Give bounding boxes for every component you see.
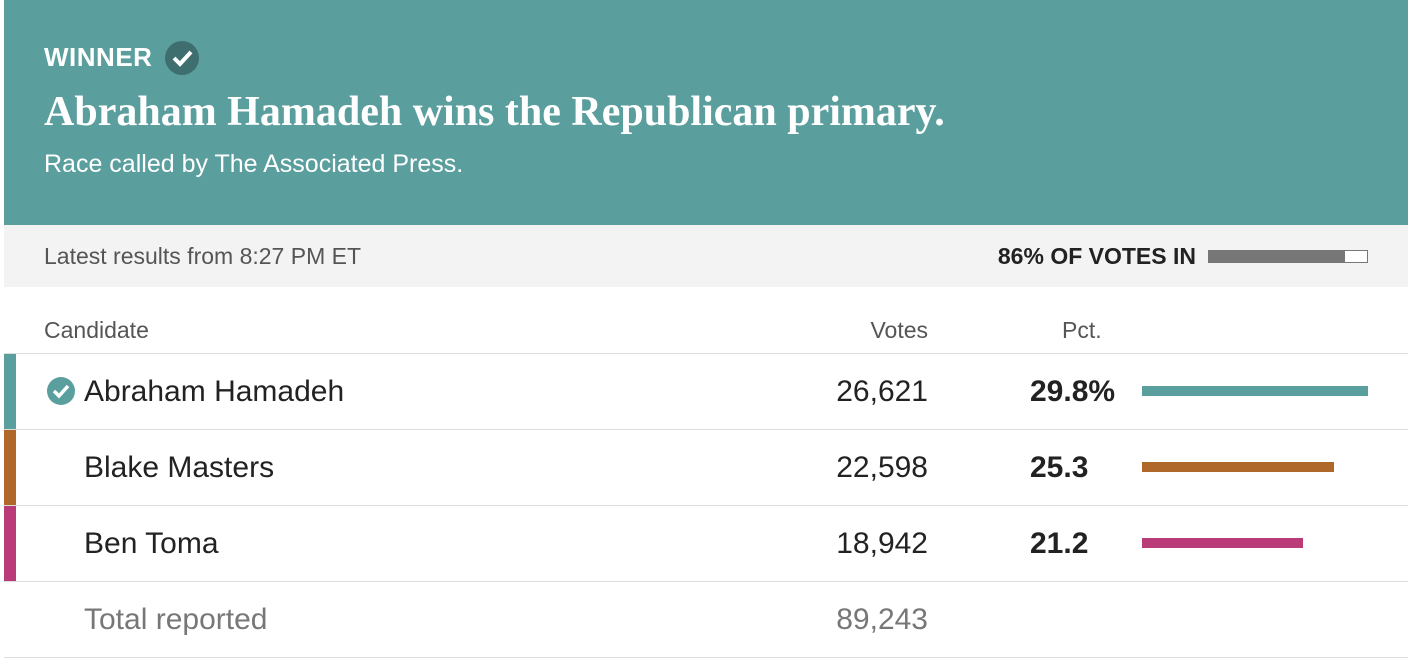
candidate-row: Ben Toma 18,942 21.2 bbox=[4, 506, 1408, 582]
reporting-fill bbox=[1209, 251, 1345, 262]
reporting-track bbox=[1208, 250, 1368, 263]
col-votes: Votes bbox=[870, 317, 928, 343]
winner-check bbox=[47, 377, 75, 405]
votes: 26,621 bbox=[836, 375, 928, 408]
status-bar: Latest results from 8:27 PM ET 86% OF VO… bbox=[4, 225, 1408, 287]
winner-label: WINNER bbox=[44, 42, 153, 72]
col-pct: Pct. bbox=[1062, 317, 1102, 343]
pct: 21.2 bbox=[1030, 527, 1089, 560]
candidate-name: Ben Toma bbox=[84, 527, 219, 560]
winner-banner: WINNER Abraham Hamadeh wins the Republic… bbox=[4, 0, 1408, 225]
total-label: Total reported bbox=[84, 603, 268, 636]
pct: 25.3 bbox=[1030, 451, 1089, 484]
total-row: Total reported 89,243 bbox=[4, 582, 1408, 658]
candidate-row: Blake Masters 22,598 25.3 bbox=[4, 430, 1408, 506]
pct-bar bbox=[1142, 538, 1303, 548]
candidate-name: Blake Masters bbox=[84, 451, 275, 484]
party-stripe bbox=[4, 430, 16, 505]
votes: 22,598 bbox=[836, 451, 928, 484]
pct-bar bbox=[1142, 386, 1368, 396]
subtitle: Race called by The Associated Press. bbox=[44, 150, 464, 178]
reporting-label: 86% OF VOTES IN bbox=[997, 243, 1196, 269]
col-candidate: Candidate bbox=[44, 317, 149, 343]
candidate-row: Abraham Hamadeh 26,621 29.8% bbox=[4, 354, 1408, 430]
candidate-name: Abraham Hamadeh bbox=[84, 375, 345, 408]
total-votes: 89,243 bbox=[836, 603, 928, 636]
party-stripe bbox=[4, 506, 16, 581]
column-header: Candidate Votes Pct. bbox=[4, 287, 1408, 354]
winner-check bbox=[165, 41, 199, 75]
party-stripe bbox=[4, 354, 16, 429]
updated: Latest results from 8:27 PM ET bbox=[44, 243, 362, 269]
pct-bar bbox=[1142, 462, 1334, 472]
pct: 29.8% bbox=[1030, 375, 1116, 408]
votes: 18,942 bbox=[836, 527, 928, 560]
headline: Abraham Hamadeh wins the Republican prim… bbox=[44, 89, 945, 135]
